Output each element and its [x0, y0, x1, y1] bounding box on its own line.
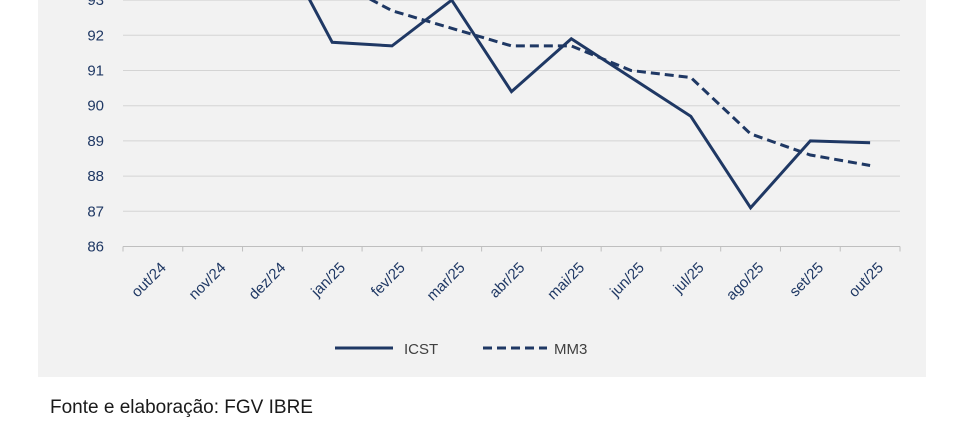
- chart-panel: 86 87 88 89 90 91 92 93 out/24 nov/24 dez/24 jan/2…: [38, 0, 926, 377]
- x-tick-label-ago-25: ago/25: [723, 259, 767, 303]
- y-tick-label-88: 88: [87, 168, 104, 185]
- y-tick-label-87: 87: [87, 203, 104, 220]
- y-tick-label-89: 89: [87, 133, 104, 150]
- x-tick-label-nov-24: nov/24: [186, 259, 230, 303]
- y-tick-label-91: 91: [87, 63, 104, 80]
- series-line-icst: [308, 0, 871, 211]
- y-tick-label-90: 90: [87, 98, 104, 115]
- y-tick-label-93: 93: [87, 0, 104, 9]
- x-tick-label-dez-24: dez/24: [245, 259, 289, 303]
- x-tick-label-jul-25: jul/25: [670, 259, 708, 297]
- x-tick-label-set-25: set/25: [786, 259, 827, 300]
- x-tick-label-abr-25: abr/25: [486, 259, 528, 301]
- x-tick-label-jan-25: jan/25: [307, 259, 349, 301]
- y-tick-label-92: 92: [87, 27, 104, 44]
- line-chart: 86 87 88 89 90 91 92 93 out/24 nov/24 dez/24 jan/2…: [87, 0, 901, 358]
- x-tick-label-mar-25: mar/25: [424, 259, 469, 304]
- series-line-mm3: [368, 0, 871, 167]
- x-tick-label-jun-25: jun/25: [606, 259, 648, 301]
- x-tick-label-mai-25: mai/25: [544, 259, 588, 303]
- y-tick-label-86: 86: [87, 239, 104, 256]
- legend-label-icst: ICST: [404, 341, 438, 358]
- legend-label-mm3: MM3: [554, 341, 587, 358]
- x-tick-label-out-25: out/25: [845, 259, 887, 301]
- chart-source-caption: Fonte e elaboração: FGV IBRE: [50, 397, 313, 418]
- x-tick-label-fev-25: fev/25: [368, 259, 409, 300]
- x-tick-label-out-24: out/24: [128, 259, 170, 301]
